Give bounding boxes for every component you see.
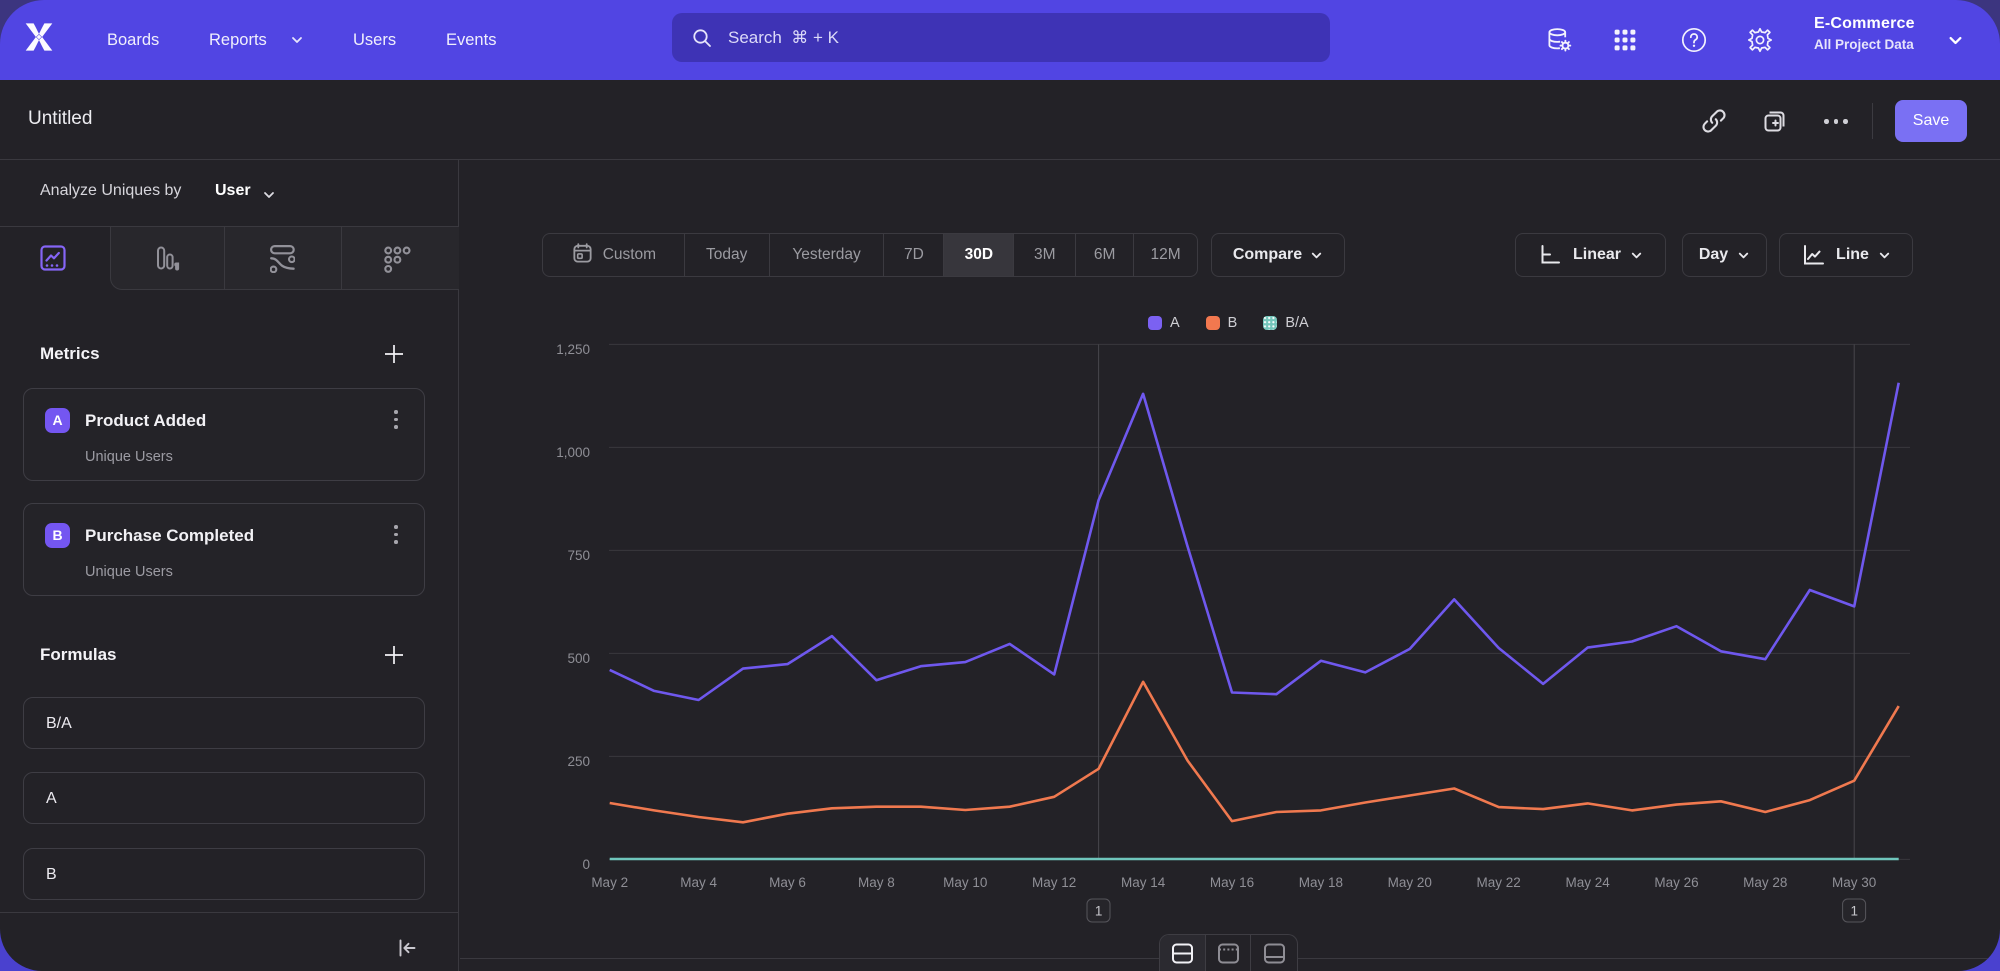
svg-text:1: 1	[1095, 904, 1103, 919]
svg-text:May 8: May 8	[858, 875, 895, 890]
svg-text:1,000: 1,000	[556, 445, 590, 460]
svg-text:1,250: 1,250	[556, 342, 590, 357]
svg-text:250: 250	[567, 754, 590, 769]
svg-text:May 26: May 26	[1654, 875, 1698, 890]
svg-text:May 14: May 14	[1121, 875, 1166, 890]
svg-text:May 22: May 22	[1477, 875, 1521, 890]
svg-text:May 4: May 4	[680, 875, 717, 890]
svg-text:May 24: May 24	[1565, 875, 1610, 890]
svg-text:May 28: May 28	[1743, 875, 1787, 890]
svg-text:750: 750	[567, 548, 590, 563]
svg-text:May 16: May 16	[1210, 875, 1254, 890]
svg-text:May 18: May 18	[1299, 875, 1343, 890]
svg-text:0: 0	[582, 857, 590, 872]
svg-text:May 30: May 30	[1832, 875, 1876, 890]
svg-text:May 20: May 20	[1388, 875, 1432, 890]
svg-text:May 6: May 6	[769, 875, 806, 890]
svg-text:May 12: May 12	[1032, 875, 1076, 890]
svg-text:May 10: May 10	[943, 875, 987, 890]
svg-text:May 2: May 2	[591, 875, 628, 890]
svg-text:1: 1	[1850, 904, 1858, 919]
svg-text:500: 500	[567, 651, 590, 666]
